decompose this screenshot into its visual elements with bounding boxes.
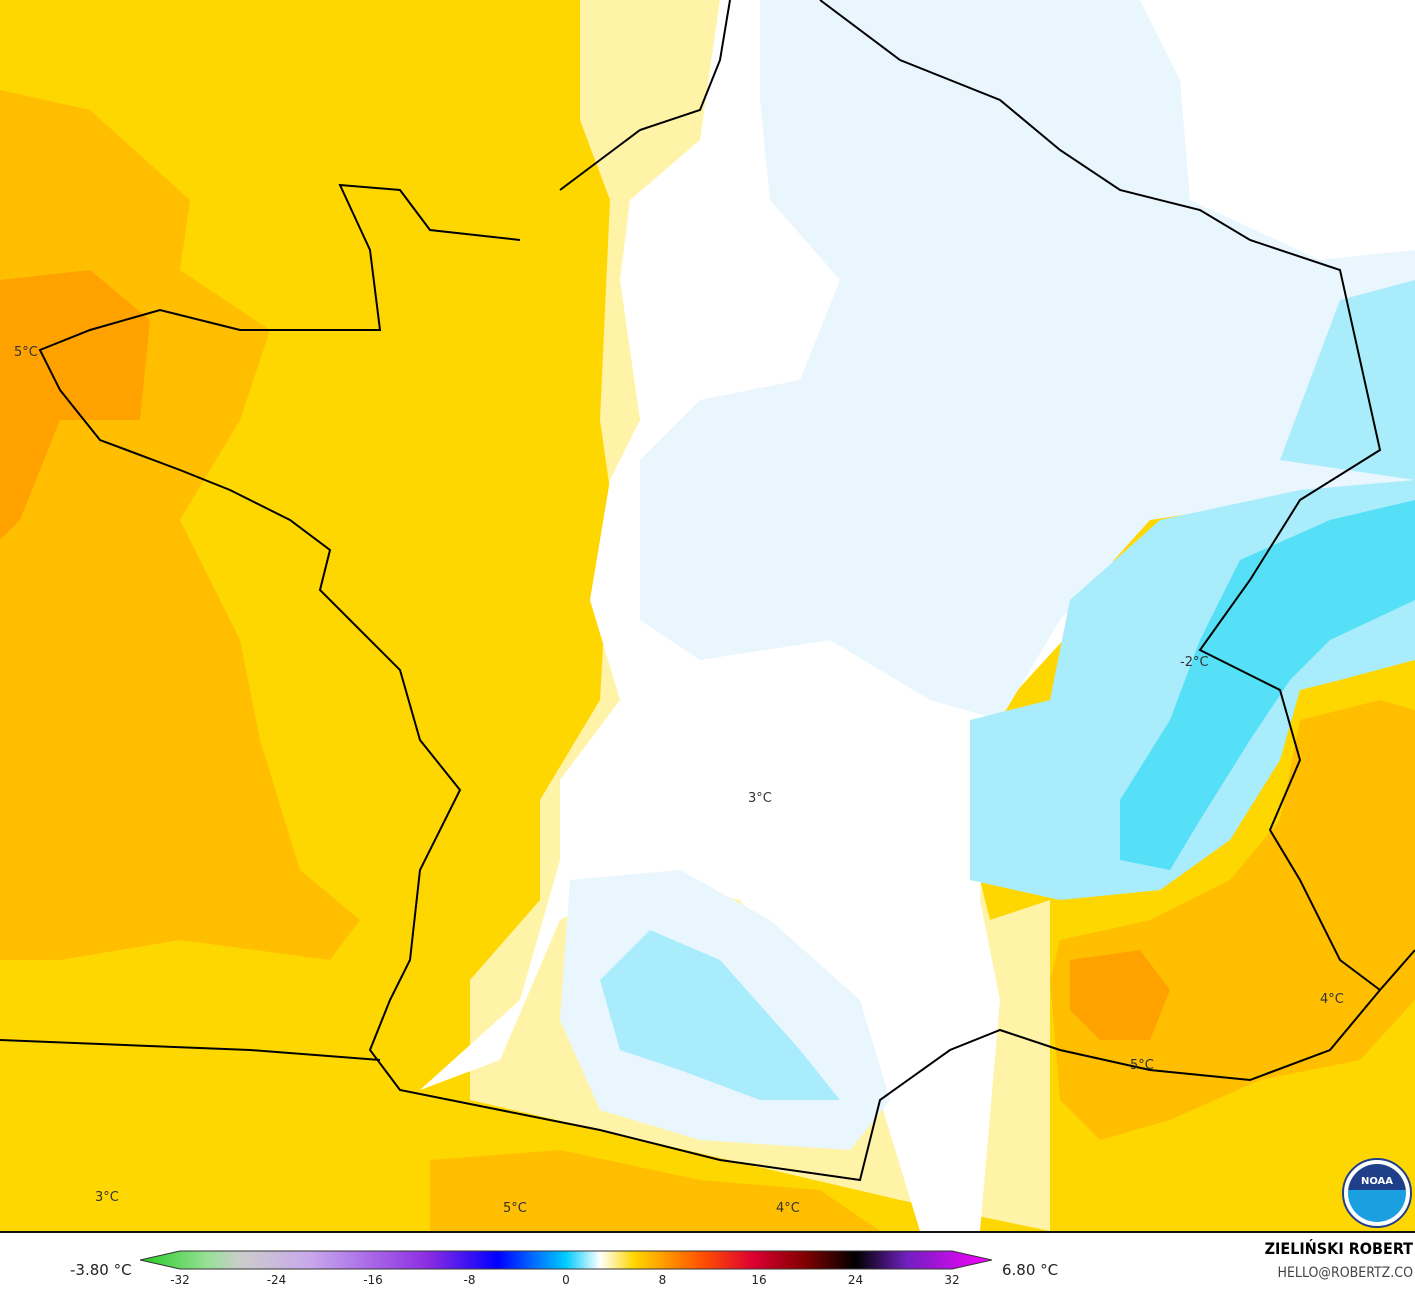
colorbar-tick: 0 — [562, 1273, 570, 1287]
legend-footer: -3.80 °C -32 -24 -16 -8 0 8 16 24 32 6.80 °C ZIE… — [0, 1231, 1415, 1289]
colorbar — [140, 1250, 992, 1270]
colorbar-tick: 16 — [751, 1273, 767, 1287]
coastline — [38, 0, 1415, 1182]
zone-darkorange-provence — [1070, 950, 1170, 1040]
colorbar-tick: -16 — [363, 1273, 383, 1287]
contour-label: 3°C — [95, 1190, 119, 1205]
min-value-label: -3.80 °C — [70, 1261, 132, 1279]
contour-label: 4°C — [776, 1201, 800, 1216]
max-value-label: 6.80 °C — [1002, 1261, 1059, 1279]
author-name: ZIELIŃSKI ROBERT — [1264, 1239, 1413, 1258]
contour-label: 5°C — [1130, 1058, 1154, 1073]
contour-label: 3°C — [748, 791, 772, 806]
zone-orange-pyrenees — [430, 1150, 880, 1231]
contour-label: 5°C — [503, 1201, 527, 1216]
border-line — [0, 0, 1382, 1061]
zone-pale-blue — [640, 0, 1415, 720]
contour-label: 4°C — [1320, 992, 1344, 1007]
zone-orange-brittany — [0, 270, 150, 540]
colorbar-tick: 32 — [944, 1273, 960, 1287]
contour-label: -2°C — [1180, 655, 1209, 670]
colorbar-tick: -32 — [170, 1273, 190, 1287]
contour-label: 5°C — [14, 345, 38, 360]
colorbar-tick: 24 — [847, 1273, 864, 1287]
author-email: HELLO@ROBERTZ.CO — [1277, 1265, 1414, 1281]
noaa-logo: NOAA — [1342, 1158, 1412, 1228]
zone-light-blue-east — [970, 280, 1415, 900]
colorbar-tick: 8 — [658, 1273, 667, 1287]
colorbar-tick: -24 — [266, 1273, 287, 1287]
colorbar-tick: -8 — [463, 1273, 476, 1287]
zone-cyan-alps — [1120, 500, 1415, 870]
zone-light-blue-south — [600, 930, 840, 1100]
temperature-map — [0, 0, 1415, 1231]
